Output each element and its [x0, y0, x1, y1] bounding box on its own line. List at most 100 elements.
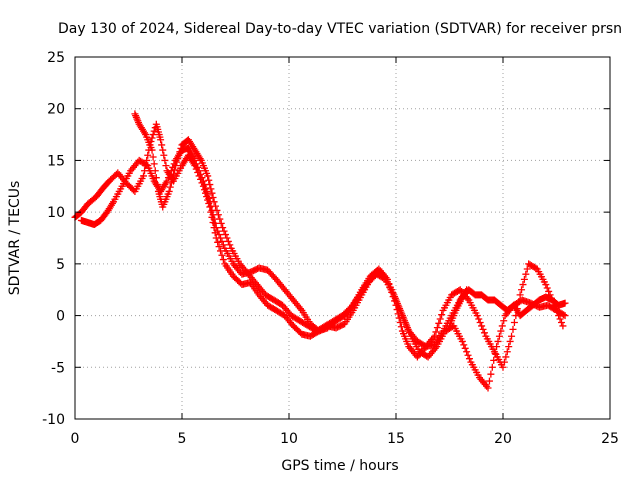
- data-point: [168, 175, 176, 183]
- data-point: [406, 329, 414, 337]
- data-point: [211, 219, 219, 227]
- data-point: [169, 170, 177, 178]
- data-point: [203, 187, 211, 195]
- data-point: [158, 141, 166, 149]
- data-point: [150, 127, 158, 135]
- data-point: [519, 281, 527, 289]
- data-point: [485, 377, 493, 385]
- data-point: [161, 156, 169, 164]
- data-point: [475, 315, 483, 323]
- data-point: [219, 256, 227, 264]
- data-point: [166, 183, 174, 191]
- data-point: [478, 322, 486, 330]
- data-point: [192, 160, 200, 168]
- data-point: [214, 211, 222, 219]
- data-point: [176, 148, 184, 156]
- data-point: [493, 343, 501, 351]
- data-point: [163, 177, 171, 185]
- data-point: [197, 170, 205, 178]
- data-point: [148, 146, 156, 154]
- data-point: [484, 384, 492, 392]
- data-point: [162, 162, 170, 170]
- axis-ticks: [74, 56, 611, 420]
- y-tick-label: 15: [47, 153, 65, 169]
- data-point: [208, 189, 216, 197]
- y-tick-label: 20: [47, 102, 65, 118]
- data-point: [509, 325, 517, 333]
- data-point: [476, 318, 484, 326]
- y-tick-label: -5: [51, 360, 65, 376]
- data-point: [391, 294, 399, 302]
- data-point: [148, 134, 156, 142]
- data-point: [473, 312, 481, 320]
- data-point: [204, 172, 212, 180]
- data-point: [213, 206, 221, 214]
- data-point: [398, 312, 406, 320]
- data-point: [490, 356, 498, 364]
- data-point: [520, 275, 528, 283]
- data-point: [222, 231, 230, 239]
- data-point: [479, 325, 487, 333]
- data-points: [71, 110, 569, 392]
- data-point: [557, 318, 565, 326]
- data-point: [172, 162, 180, 170]
- x-tick-label: 25: [601, 431, 619, 447]
- data-point: [212, 202, 220, 210]
- data-point: [207, 185, 215, 193]
- x-axis-label: GPS time / hours: [281, 458, 398, 474]
- data-point: [165, 187, 173, 195]
- data-point: [218, 251, 226, 259]
- data-point: [167, 179, 175, 187]
- y-tick-label: -10: [42, 412, 65, 428]
- data-point: [487, 370, 495, 378]
- data-point: [461, 344, 469, 352]
- data-point: [202, 184, 210, 192]
- data-point: [458, 337, 466, 345]
- data-point: [177, 144, 185, 152]
- data-point: [494, 337, 502, 345]
- data-point: [191, 156, 199, 164]
- data-point: [217, 219, 225, 227]
- data-point: [561, 312, 569, 320]
- y-tick-labels: -10 -5 0 5 10 15 20 25: [42, 50, 65, 428]
- data-point: [216, 215, 224, 223]
- data-point: [499, 363, 507, 371]
- data-point: [150, 160, 158, 168]
- data-point: [393, 298, 401, 306]
- data-point: [502, 353, 510, 361]
- data-point: [435, 319, 443, 327]
- data-point: [397, 308, 405, 316]
- y-tick-label: 10: [47, 205, 65, 221]
- x-tick-label: 0: [71, 431, 80, 447]
- data-point: [173, 158, 181, 166]
- data-point: [218, 237, 226, 245]
- y-axis-label: SDTVAR / TECUs: [7, 181, 23, 296]
- data-point: [153, 181, 161, 189]
- data-point: [523, 265, 531, 273]
- data-point: [215, 243, 223, 251]
- x-tick-label: 15: [387, 431, 405, 447]
- data-point: [164, 174, 172, 182]
- data-point: [500, 358, 508, 366]
- data-point: [400, 315, 408, 323]
- grid-lines: [75, 57, 610, 419]
- x-tick-labels: 0 5 10 15 20 25: [71, 431, 619, 447]
- data-point: [195, 167, 203, 175]
- data-point: [480, 329, 488, 337]
- x-tick-label: 20: [494, 431, 512, 447]
- data-point: [212, 224, 220, 232]
- data-point: [488, 363, 496, 371]
- data-point: [209, 193, 217, 201]
- data-point: [401, 318, 409, 326]
- data-point: [171, 166, 179, 174]
- data-point: [510, 318, 518, 326]
- data-point: [561, 299, 569, 307]
- data-point: [518, 286, 526, 294]
- data-point: [403, 322, 411, 330]
- data-point: [433, 324, 441, 332]
- data-point: [152, 174, 160, 182]
- data-point: [220, 227, 228, 235]
- data-point: [559, 322, 567, 330]
- data-point: [542, 281, 550, 289]
